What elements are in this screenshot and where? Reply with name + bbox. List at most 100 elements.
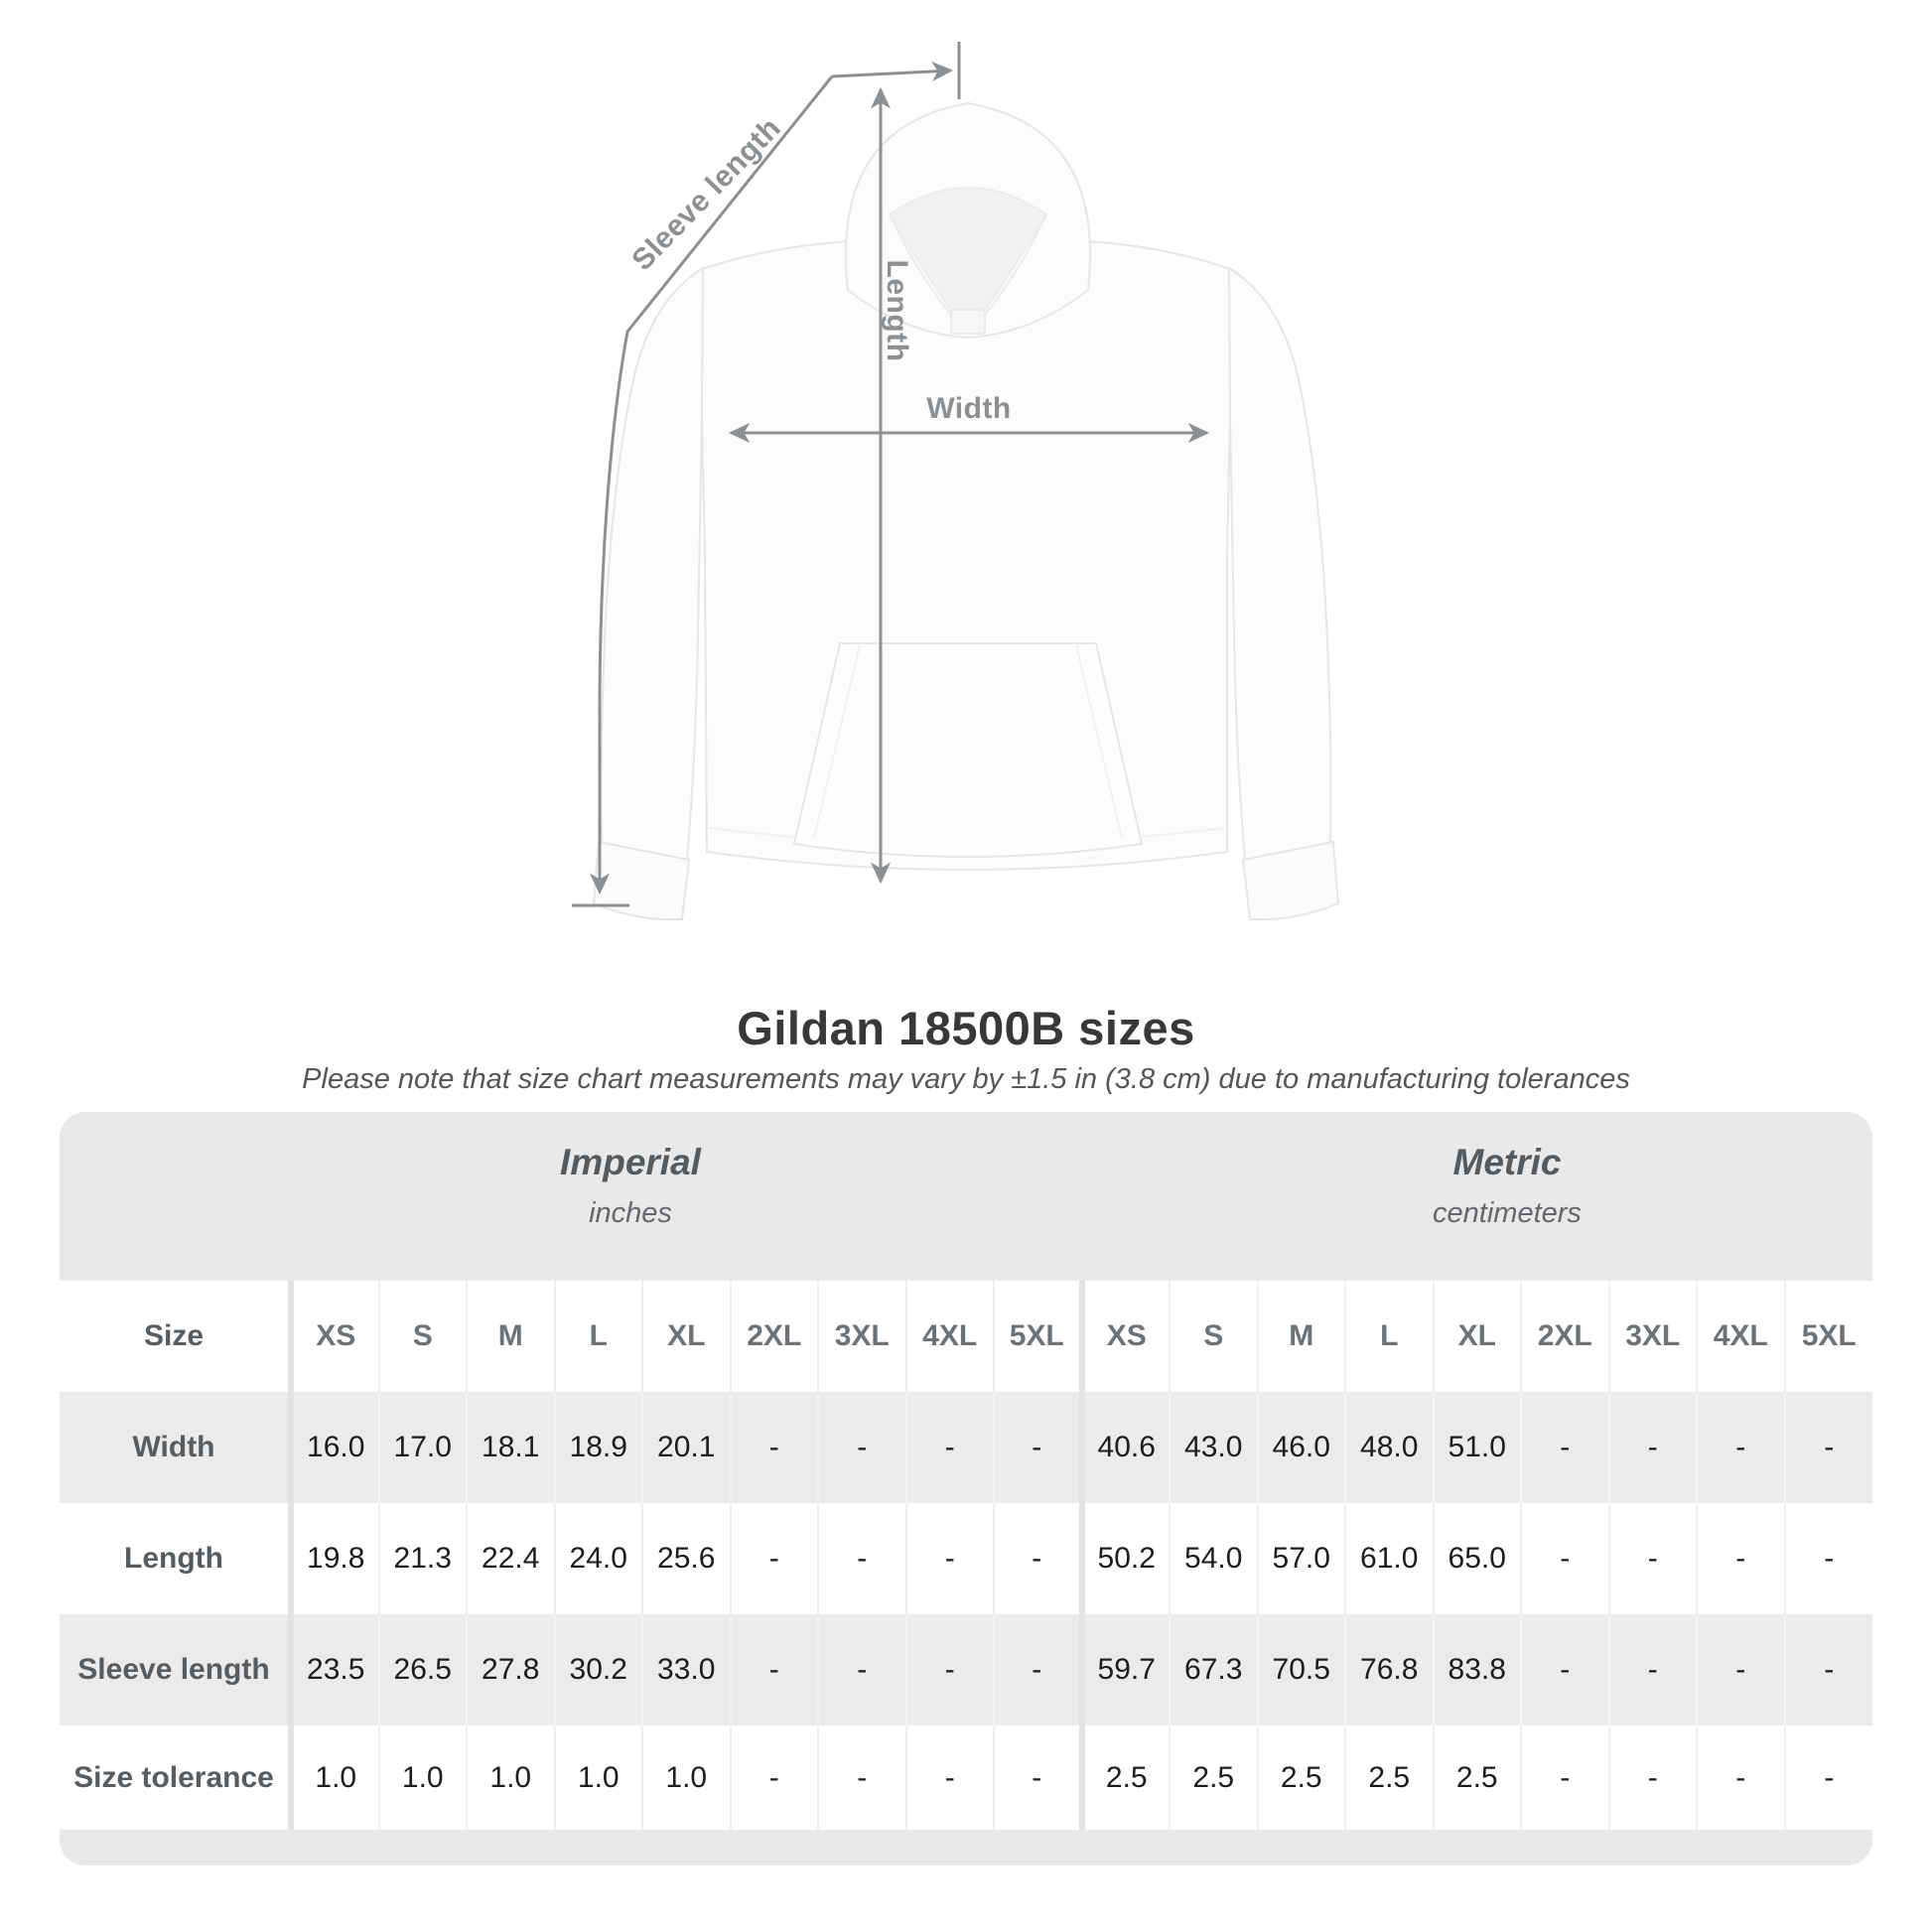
measurements-table: Size XS S M L XL 2XL 3XL 4XL 5XL XS S M … [60, 1281, 1872, 1830]
cell: 48.0 [1344, 1392, 1434, 1503]
cell: 1.0 [466, 1725, 555, 1830]
cell: - [729, 1725, 818, 1830]
row-label-length: Length [124, 1542, 223, 1575]
cell: 26.5 [377, 1614, 467, 1725]
metric-group-header: Metric centimeters [1142, 1112, 1872, 1230]
cell: - [904, 1392, 994, 1503]
cell: 2.5 [1078, 1725, 1170, 1830]
metric-unit-label: centimeters [1433, 1197, 1582, 1229]
cell: - [1520, 1392, 1609, 1503]
size-col: XS [1078, 1281, 1170, 1392]
table-row: Width 16.0 17.0 18.1 18.9 20.1 - - - - 4… [60, 1392, 1872, 1503]
table-footer-band [60, 1830, 1872, 1865]
size-col: 2XL [1520, 1281, 1609, 1392]
cell: 83.8 [1432, 1614, 1521, 1725]
imperial-label: Imperial [560, 1142, 701, 1182]
cell: - [1607, 1392, 1697, 1503]
cell: 19.8 [288, 1503, 379, 1614]
table-row: Length 19.8 21.3 22.4 24.0 25.6 - - - - … [60, 1503, 1872, 1614]
size-col: 4XL [904, 1281, 994, 1392]
table-row: Sleeve length 23.5 26.5 27.8 30.2 33.0 -… [60, 1614, 1872, 1725]
cell: - [1696, 1503, 1785, 1614]
cell: - [1696, 1392, 1785, 1503]
sleeve-length-arrow [831, 61, 954, 82]
cell: 21.3 [377, 1503, 467, 1614]
cell: - [1520, 1614, 1609, 1725]
size-col: L [1344, 1281, 1434, 1392]
size-col: L [553, 1281, 642, 1392]
size-col: M [1256, 1281, 1345, 1392]
size-table: Imperial inches Metric centimeters Size … [60, 1112, 1872, 1865]
cell: 51.0 [1432, 1392, 1521, 1503]
cell: - [1607, 1725, 1697, 1830]
cell: 18.1 [466, 1392, 555, 1503]
cell: - [817, 1392, 906, 1503]
cell: 46.0 [1256, 1392, 1345, 1503]
cell: - [1696, 1614, 1785, 1725]
cell: - [1783, 1392, 1872, 1503]
cell: 24.0 [553, 1503, 642, 1614]
size-header-row: Size XS S M L XL 2XL 3XL 4XL 5XL XS S M … [60, 1281, 1872, 1392]
size-col: 5XL [993, 1281, 1082, 1392]
hoodie-illustration [572, 42, 1340, 921]
cell: 54.0 [1169, 1503, 1258, 1614]
cell: 20.1 [641, 1392, 731, 1503]
cell: 2.5 [1169, 1725, 1258, 1830]
cell: - [1783, 1614, 1872, 1725]
cell: 27.8 [466, 1614, 555, 1725]
cell: 1.0 [288, 1725, 379, 1830]
cell: - [729, 1392, 818, 1503]
cell: - [1783, 1725, 1872, 1830]
cell: 1.0 [641, 1725, 731, 1830]
cell: - [817, 1725, 906, 1830]
size-col: S [1169, 1281, 1258, 1392]
size-col: XL [641, 1281, 731, 1392]
cell: 70.5 [1256, 1614, 1345, 1725]
cell: 25.6 [641, 1503, 731, 1614]
cell: - [993, 1614, 1082, 1725]
cell: 23.5 [288, 1614, 379, 1725]
cell: 61.0 [1344, 1503, 1434, 1614]
cell: - [729, 1503, 818, 1614]
row-label-width: Width [60, 1392, 291, 1503]
cell: - [817, 1503, 906, 1614]
cell: 1.0 [377, 1725, 467, 1830]
metric-label: Metric [1452, 1142, 1562, 1182]
cell: - [904, 1725, 994, 1830]
size-col: 3XL [817, 1281, 906, 1392]
cell: 50.2 [1078, 1503, 1170, 1614]
cell: 65.0 [1432, 1503, 1521, 1614]
cell: - [1520, 1725, 1609, 1830]
size-col: 4XL [1696, 1281, 1785, 1392]
size-col: S [377, 1281, 467, 1392]
size-col: XL [1432, 1281, 1521, 1392]
cell: 43.0 [1169, 1392, 1258, 1503]
table-row: Size tolerance 1.0 1.0 1.0 1.0 1.0 - - -… [60, 1725, 1872, 1830]
width-label: Width [926, 392, 1012, 425]
cell: - [904, 1503, 994, 1614]
unit-header-band: Imperial inches Metric centimeters [60, 1112, 1872, 1281]
cell: - [904, 1614, 994, 1725]
cell: 17.0 [377, 1392, 467, 1503]
cell: - [1607, 1503, 1697, 1614]
measurement-arrows [572, 42, 1210, 907]
cell: 30.2 [553, 1614, 642, 1725]
sleeve-length-diagonal [589, 75, 834, 896]
cell: - [1520, 1503, 1609, 1614]
size-col: 5XL [1783, 1281, 1872, 1392]
row-label-sleeve-length: Sleeve length [60, 1614, 291, 1725]
length-label: Length [881, 259, 913, 362]
imperial-unit-label: inches [589, 1197, 672, 1229]
tolerance-note: Please note that size chart measurements… [302, 1063, 1630, 1095]
cell: 2.5 [1344, 1725, 1434, 1830]
cell: - [1783, 1503, 1872, 1614]
cell: 59.7 [1078, 1614, 1170, 1725]
size-col: 2XL [729, 1281, 818, 1392]
hoodie-garment [592, 101, 1340, 921]
cell: - [993, 1725, 1082, 1830]
cell: 16.0 [288, 1392, 379, 1503]
cell: - [729, 1614, 818, 1725]
size-col: 3XL [1607, 1281, 1697, 1392]
row-label-size-tolerance: Size tolerance [73, 1760, 274, 1794]
cell: - [1696, 1725, 1785, 1830]
